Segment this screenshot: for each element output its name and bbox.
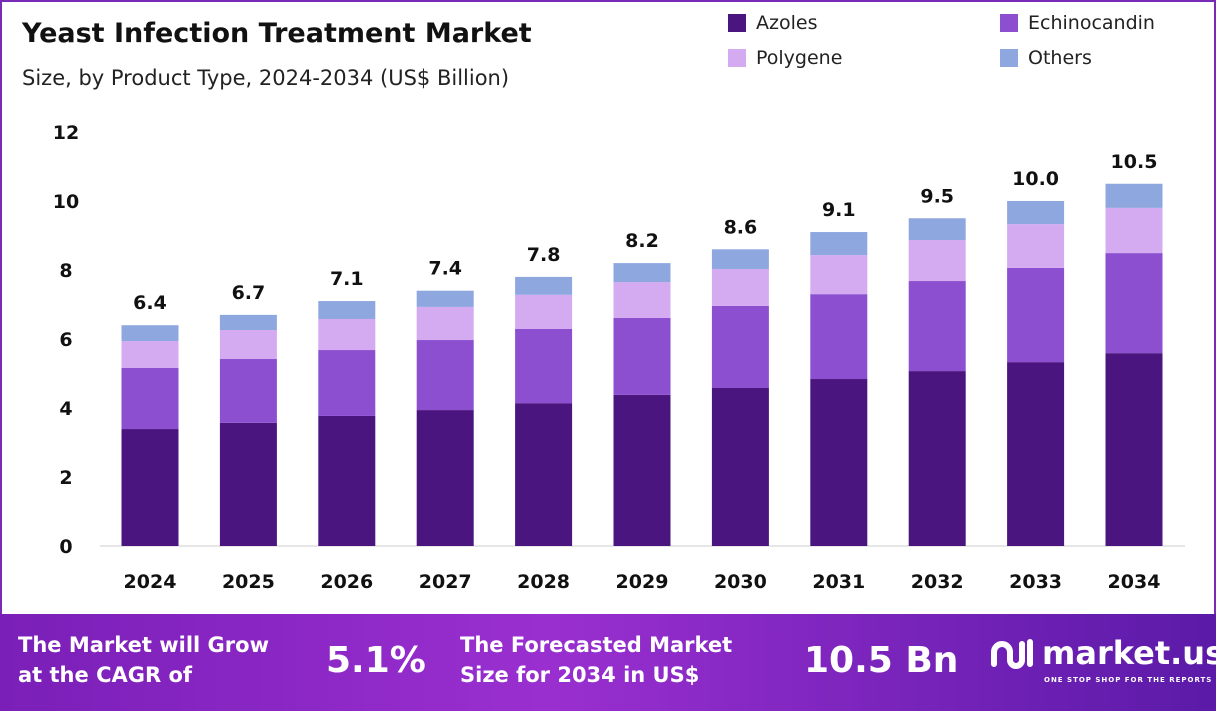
total-label: 7.4	[428, 258, 462, 280]
y-tick-label: 4	[59, 398, 72, 420]
legend-label: Others	[1028, 47, 1092, 69]
footer-banner: The Market will Grow at the CAGR of 5.1% …	[0, 614, 1216, 711]
x-tick-label: 2024	[124, 571, 177, 593]
x-tick-label: 2032	[911, 571, 964, 593]
forecast-label: The Forecasted Market Size for 2034 in US…	[460, 633, 733, 687]
bar-segment-azoles	[1105, 353, 1163, 546]
bar-segment-polygene	[318, 318, 376, 351]
y-tick-label: 0	[59, 536, 72, 558]
total-label: 6.4	[133, 292, 167, 314]
bar-segment-echinocandin	[121, 367, 179, 430]
bar-segment-polygene	[416, 306, 474, 341]
total-label: 10.0	[1012, 168, 1059, 190]
forecast-value: 10.5 Bn	[804, 640, 959, 681]
logo-icon	[991, 639, 1033, 669]
bar-segment-echinocandin	[711, 305, 769, 388]
legend-item-azoles: Azoles	[728, 12, 817, 34]
legend-swatch	[728, 49, 746, 67]
bar-segment-azoles	[908, 371, 966, 546]
bar-segment-azoles	[219, 422, 277, 546]
x-tick-label: 2027	[419, 571, 472, 593]
x-tick-label: 2025	[222, 571, 275, 593]
bar-segment-others	[1007, 201, 1065, 225]
chart-subtitle: Size, by Product Type, 2024-2034 (US$ Bi…	[22, 66, 510, 90]
x-tick-label: 2026	[320, 571, 373, 593]
bar-segment-azoles	[318, 415, 376, 546]
bar-segment-others	[908, 218, 966, 240]
bar-segment-echinocandin	[416, 340, 474, 411]
total-label: 9.5	[920, 185, 954, 207]
bar-segment-others	[613, 263, 671, 283]
x-tick-label: 2030	[714, 571, 767, 593]
bar-segment-echinocandin	[318, 350, 376, 416]
x-tick-label: 2034	[1108, 571, 1161, 593]
bar-segment-echinocandin	[810, 294, 868, 380]
x-tick-label: 2033	[1009, 571, 1062, 593]
total-label: 6.7	[232, 282, 266, 304]
bar-segment-polygene	[1105, 207, 1163, 254]
bar-segment-polygene	[121, 341, 179, 368]
y-tick-label: 12	[53, 122, 79, 144]
bar-segment-echinocandin	[908, 281, 966, 372]
bar-segment-azoles	[810, 379, 868, 546]
legend-item-others: Others	[1000, 47, 1092, 69]
bar-segment-polygene	[515, 294, 573, 329]
bar-segment-azoles	[515, 403, 573, 546]
legend-label: Echinocandin	[1028, 12, 1155, 34]
total-label: 8.6	[724, 216, 758, 238]
bar-segment-echinocandin	[613, 317, 671, 395]
legend-item-echinocandin: Echinocandin	[1000, 12, 1155, 34]
bar-chart: 0 2 4 6 8 10 12 6.4 2024 6.7 2025 7.1 2026 7.4 2027 7.8…	[53, 122, 1185, 593]
bar-segment-others	[1105, 183, 1163, 208]
bar-segment-polygene	[1007, 224, 1065, 268]
legend-item-polygene: Polygene	[728, 47, 842, 69]
legend-swatch	[1000, 14, 1018, 32]
bar-segment-polygene	[810, 255, 868, 295]
cagr-label: The Market will Grow at the CAGR of	[18, 633, 269, 687]
bar-segment-polygene	[219, 330, 277, 360]
cagr-value: 5.1%	[326, 640, 426, 681]
bar-segment-others	[810, 232, 868, 256]
bar-segment-echinocandin	[219, 359, 277, 423]
total-label: 7.1	[330, 268, 364, 290]
bar-segment-others	[416, 290, 474, 307]
x-tick-label: 2028	[517, 571, 570, 593]
bar-segment-azoles	[711, 387, 769, 546]
market-us-logo: market.us ONE STOP SHOP FOR THE REPORTS	[990, 634, 1216, 684]
y-tick-label: 2	[59, 467, 72, 489]
bar-segment-echinocandin	[1105, 253, 1163, 354]
bar-segment-polygene	[711, 268, 769, 306]
y-tick-label: 6	[59, 329, 72, 351]
chart-title: Yeast Infection Treatment Market	[22, 18, 532, 49]
total-label: 10.5	[1111, 151, 1158, 173]
bar-segment-echinocandin	[1007, 267, 1065, 363]
total-label: 7.8	[527, 244, 561, 266]
bar-segment-polygene	[908, 239, 966, 282]
bar-segment-azoles	[416, 410, 474, 546]
x-tick-label: 2031	[812, 571, 865, 593]
bar-segment-azoles	[1007, 362, 1065, 546]
legend-swatch	[1000, 49, 1018, 67]
legend-label: Polygene	[756, 47, 843, 69]
bar-segment-azoles	[613, 394, 671, 546]
bar-segment-others	[121, 325, 179, 342]
total-label: 8.2	[625, 230, 659, 252]
bar-segment-others	[318, 301, 376, 319]
bar-segment-others	[219, 314, 277, 331]
x-tick-label: 2029	[616, 571, 669, 593]
total-label: 9.1	[822, 199, 856, 221]
bar-segment-echinocandin	[515, 328, 573, 404]
bar-segment-others	[515, 276, 573, 295]
legend-swatch	[728, 14, 746, 32]
bar-segment-polygene	[613, 282, 671, 318]
bar-segment-others	[711, 249, 769, 269]
y-tick-label: 8	[59, 260, 72, 282]
bar-segment-azoles	[121, 429, 179, 546]
legend-label: Azoles	[756, 12, 818, 34]
y-tick-label: 10	[53, 191, 79, 213]
